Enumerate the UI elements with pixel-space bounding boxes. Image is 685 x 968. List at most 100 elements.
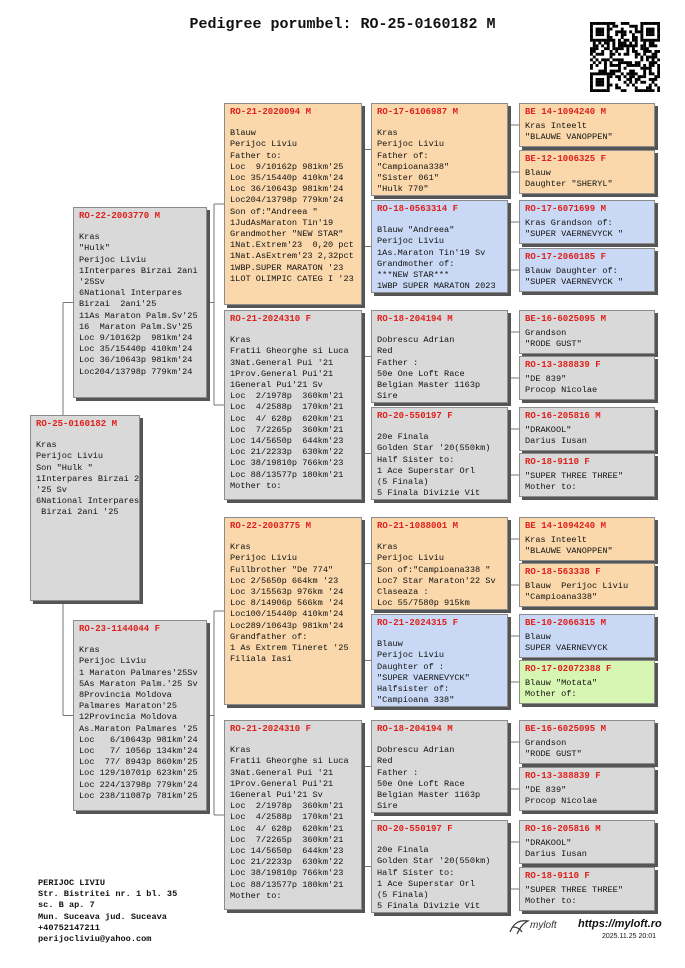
card-line: Red xyxy=(377,756,393,767)
qr-module xyxy=(598,38,602,42)
card-line: Loc 7/2265p 360km'21 xyxy=(230,424,344,435)
card-line: Loc 21/2233p 630km'22 xyxy=(230,447,344,458)
card-line: Loc 88/13577p 180km'21 xyxy=(230,879,344,890)
qr-module xyxy=(618,38,621,42)
card-line: "Hulk 770" xyxy=(377,184,429,195)
qr-module xyxy=(590,86,593,90)
card-line: Loc 36/10643p 981km'24 xyxy=(79,355,193,366)
qr-module xyxy=(595,52,599,56)
qr-module xyxy=(609,50,613,53)
qr-module xyxy=(632,24,635,28)
qr-module xyxy=(601,52,605,56)
qr-module xyxy=(646,58,649,62)
qr-module xyxy=(604,66,607,70)
qr-module xyxy=(618,61,621,65)
pigeon-card: RO-18-0563314 F Blauw "Andreea" Perijoc Li… xyxy=(371,200,508,293)
qr-module xyxy=(651,61,655,65)
qr-module xyxy=(654,52,658,56)
qr-module xyxy=(598,69,602,73)
card-line: Loc 6/10643p 981km'24 xyxy=(79,734,198,745)
qr-module xyxy=(651,78,655,81)
qr-module xyxy=(626,47,630,51)
ring-number: RO-13-388839 F xyxy=(525,771,601,781)
pigeon-card: RO-18-204194 M Dobrescu Adrian Red Father :… xyxy=(371,310,508,403)
qr-module xyxy=(598,27,602,31)
qr-module xyxy=(632,38,635,42)
qr-module xyxy=(648,66,652,70)
qr-module xyxy=(606,22,610,25)
pigeon-card: BE-16-6025095 M Grandson "RODE GUST" xyxy=(519,720,655,764)
qr-module xyxy=(646,27,649,31)
card-line: 1As.Maraton Tin'19 Sv xyxy=(377,247,486,258)
qr-module xyxy=(612,52,616,56)
card-line: Perijoc Liviu xyxy=(230,139,298,150)
qr-module xyxy=(590,75,593,79)
brand-icon xyxy=(509,920,530,935)
address-line: PERIJOC LIVIU xyxy=(38,878,106,888)
qr-module xyxy=(648,89,652,92)
card-line: Son of:"Andreea " xyxy=(230,206,318,217)
qr-module xyxy=(615,58,619,62)
ring-number: RO-17-2060185 F xyxy=(525,252,607,262)
card-line: Loc 14/5650p 644km'23 xyxy=(230,436,344,447)
card-line: Blauw Daughter of: xyxy=(525,266,618,277)
qr-module xyxy=(592,38,596,42)
ring-number: RO-22-2003775 M xyxy=(230,521,312,531)
qr-module xyxy=(632,44,635,48)
card-line: Birzai 2ani '25 xyxy=(36,507,119,518)
card-line: "SUPER VAERNEVYCK" xyxy=(377,672,470,683)
qr-module xyxy=(609,72,613,76)
qr-module xyxy=(606,83,610,87)
qr-module xyxy=(598,72,602,76)
qr-module xyxy=(592,41,596,45)
qr-module xyxy=(615,33,619,37)
qr-module xyxy=(604,64,607,67)
qr-module xyxy=(615,69,619,73)
qr-module xyxy=(651,89,655,92)
qr-module xyxy=(618,44,621,48)
card-line: Father : xyxy=(377,357,419,368)
qr-module xyxy=(604,47,607,51)
ring-number: BE-16-6025095 M xyxy=(525,724,607,734)
qr-module xyxy=(648,86,652,90)
qr-module xyxy=(623,61,627,65)
qr-module xyxy=(618,30,621,34)
qr-module xyxy=(606,27,610,31)
pigeon-card: BE-10-2066315 M Blauw SUPER VAERNEVYCK xyxy=(519,614,655,658)
pigeon-card: RO-17-02072388 F Blauw "Motata" Mother of: xyxy=(519,660,655,704)
card-line: Son of:"Campioana338 " xyxy=(377,564,491,575)
card-line: "SUPER THREE THREE" xyxy=(525,885,623,896)
card-line: Father of: xyxy=(377,150,429,161)
qr-module xyxy=(623,52,627,56)
card-line: 20e Finala xyxy=(377,432,429,443)
qr-module xyxy=(606,30,610,34)
card-line: (5 Finala) xyxy=(377,890,429,901)
qr-module xyxy=(618,52,621,56)
qr-module xyxy=(609,38,613,42)
pigeon-card: RO-13-388839 F "DE 839" Procop Nicolae xyxy=(519,356,655,400)
qr-module xyxy=(609,52,613,56)
ring-number: RO-16-205816 M xyxy=(525,824,601,834)
qr-module xyxy=(592,61,596,65)
card-line: Blauw xyxy=(230,128,256,139)
qr-module xyxy=(615,86,619,90)
qr-module xyxy=(590,80,593,84)
qr-module xyxy=(590,83,593,87)
pigeon-card: RO-18-9110 F "SUPER THREE THREE" Mother to… xyxy=(519,867,655,911)
ring-number: RO-17-6071699 M xyxy=(525,204,607,214)
qr-module xyxy=(634,50,638,53)
card-line: "SUPER THREE THREE" xyxy=(525,471,623,482)
qr-module xyxy=(646,33,649,37)
qr-module xyxy=(606,72,610,76)
card-line: 1 Ace Superstar Orl xyxy=(377,465,475,476)
qr-module xyxy=(640,66,644,70)
ring-number: RO-18-9110 F xyxy=(525,871,590,881)
card-line: As.Maraton Palmares '25 xyxy=(79,723,198,734)
qr-module xyxy=(626,22,630,25)
card-line: 1General Pui'21 Sv xyxy=(230,380,323,391)
qr-module xyxy=(626,44,630,48)
card-line: Loc 77/ 8943p 860km'25 xyxy=(79,757,198,768)
qr-module xyxy=(657,33,660,37)
qr-module xyxy=(646,47,649,51)
qr-module xyxy=(632,33,635,37)
